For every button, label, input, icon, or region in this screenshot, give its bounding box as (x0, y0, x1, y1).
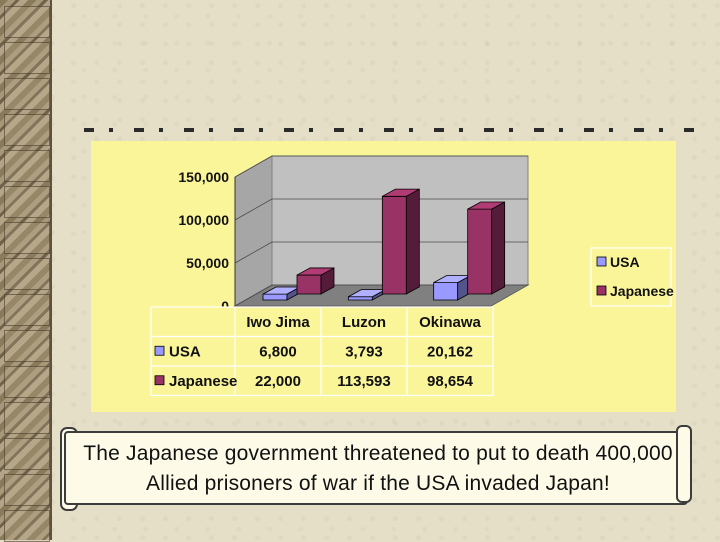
table-value: 98,654 (427, 373, 474, 390)
gridline (234, 241, 528, 264)
caption-scroll: The Japanese government threatened to pu… (56, 425, 692, 511)
table-legend-key (154, 345, 165, 356)
bar-usa-okinawa (433, 282, 459, 301)
gridline (234, 198, 528, 221)
table-value: 20,162 (427, 343, 473, 360)
y-tick-label: 150,000 (178, 169, 229, 185)
x-category-label: Iwo Jima (246, 314, 310, 331)
bar-side (491, 201, 506, 295)
caption-line-1: The Japanese government threatened to pu… (83, 442, 673, 465)
table-series-label: USA (169, 343, 201, 360)
bar-usa-iwo-jima (262, 293, 288, 301)
table-series-label: Japanese (169, 373, 237, 390)
data-table (150, 306, 494, 397)
bar-top (382, 188, 420, 197)
caption-text: The Japanese government threatened to pu… (46, 439, 710, 499)
casualties-bar-chart: 0 50,000 100,000 150,000 Iwo Jima Luzon Okinaw… (150, 155, 674, 397)
chart-panel: 0 50,000 100,000 150,000 Iwo Jima Luzon Okinaw… (91, 141, 676, 412)
decorative-side-strip (0, 0, 52, 542)
legend-key-japanese (596, 285, 607, 296)
table-value: 6,800 (259, 343, 297, 360)
caption-line-2: Allied prisoners of war if the USA invad… (146, 472, 610, 495)
legend-key-usa (596, 256, 607, 267)
table-value: 113,593 (337, 373, 390, 390)
table-value: 22,000 (255, 373, 301, 390)
legend-label-usa: USA (610, 254, 640, 270)
caption-box (64, 431, 688, 505)
y-tick-label: 100,000 (178, 212, 229, 228)
table-value: 3,793 (345, 343, 383, 360)
bar-usa-luzon (347, 296, 373, 301)
scroll-curl-right (676, 425, 692, 503)
table-legend-key (154, 375, 165, 386)
x-category-label: Luzon (342, 314, 386, 331)
bar-japanese-okinawa (467, 208, 493, 295)
bar-side (405, 188, 420, 295)
bar-top (296, 267, 335, 276)
bar-japanese-luzon (381, 195, 407, 295)
x-category-label: Okinawa (419, 314, 481, 331)
gridline (234, 155, 528, 178)
legend-label-japanese: Japanese (610, 283, 674, 299)
plot-side-wall (234, 155, 273, 307)
y-tick-label: 50,000 (186, 255, 229, 271)
y-tick-label: 0 (221, 298, 229, 314)
bar-top (467, 201, 505, 210)
bar-japanese-iwo-jima (296, 274, 322, 295)
decorative-divider (84, 128, 698, 132)
